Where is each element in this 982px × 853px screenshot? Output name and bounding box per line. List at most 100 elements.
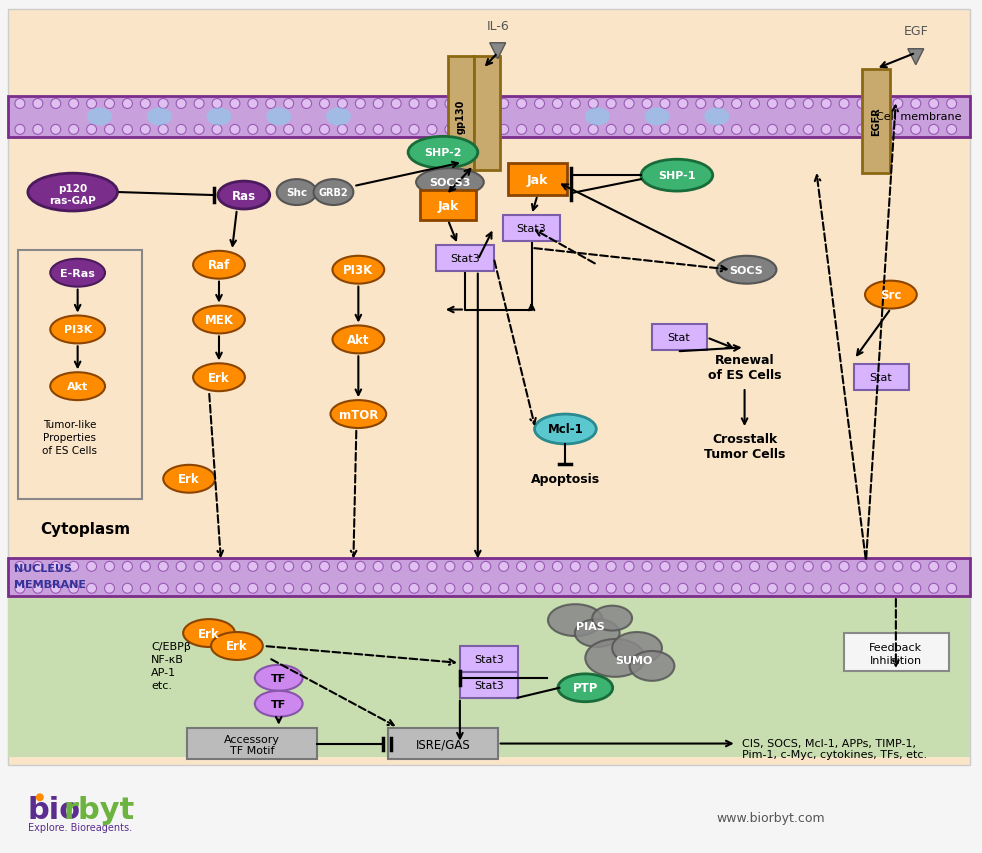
Circle shape (553, 125, 563, 135)
Circle shape (696, 562, 706, 572)
Circle shape (786, 100, 795, 109)
Circle shape (15, 562, 25, 572)
Circle shape (553, 100, 563, 109)
Circle shape (32, 562, 43, 572)
Circle shape (553, 583, 563, 594)
Text: Src: Src (880, 289, 901, 302)
Circle shape (606, 562, 616, 572)
Circle shape (338, 100, 348, 109)
Ellipse shape (644, 108, 670, 126)
Text: Stat3: Stat3 (517, 223, 546, 234)
Circle shape (625, 125, 634, 135)
Circle shape (571, 125, 580, 135)
Ellipse shape (87, 108, 112, 126)
Ellipse shape (147, 108, 172, 126)
Text: EGFR: EGFR (871, 107, 881, 136)
Circle shape (929, 125, 939, 135)
Ellipse shape (50, 316, 105, 344)
Circle shape (749, 562, 759, 572)
Circle shape (893, 100, 902, 109)
Circle shape (821, 100, 831, 109)
Circle shape (714, 125, 724, 135)
Circle shape (910, 100, 921, 109)
Ellipse shape (629, 651, 675, 681)
Circle shape (194, 125, 204, 135)
Text: gp130: gp130 (456, 99, 465, 133)
Circle shape (571, 583, 580, 594)
Circle shape (355, 125, 365, 135)
Circle shape (69, 583, 79, 594)
Circle shape (158, 562, 168, 572)
Text: SHP-2: SHP-2 (424, 148, 462, 158)
Circle shape (158, 125, 168, 135)
Text: Tumor Cells: Tumor Cells (704, 448, 786, 461)
Text: Stat: Stat (870, 373, 893, 383)
Circle shape (606, 125, 616, 135)
Circle shape (32, 100, 43, 109)
Circle shape (857, 125, 867, 135)
Text: Stat: Stat (668, 333, 690, 343)
Circle shape (642, 562, 652, 572)
Text: GRB2: GRB2 (318, 188, 349, 198)
Ellipse shape (641, 160, 713, 192)
Circle shape (857, 100, 867, 109)
Text: SUMO: SUMO (616, 655, 653, 665)
Text: Erk: Erk (226, 640, 247, 653)
Text: ISRE/GAS: ISRE/GAS (415, 737, 470, 750)
Text: Erk: Erk (208, 371, 230, 384)
Text: Accessory: Accessory (224, 734, 280, 744)
Bar (503, 216, 561, 241)
Bar (8, 96, 969, 138)
Circle shape (714, 583, 724, 594)
Circle shape (517, 562, 526, 572)
Text: Erk: Erk (179, 473, 200, 485)
Circle shape (319, 100, 330, 109)
Text: Renewal: Renewal (715, 353, 775, 367)
Text: Tumor-like: Tumor-like (43, 420, 96, 430)
Circle shape (803, 100, 813, 109)
Ellipse shape (254, 665, 302, 691)
Text: Stat3: Stat3 (474, 654, 504, 664)
Circle shape (212, 125, 222, 135)
Circle shape (409, 562, 419, 572)
Circle shape (893, 583, 902, 594)
Circle shape (51, 100, 61, 109)
Text: Jak: Jak (437, 200, 459, 212)
Circle shape (875, 583, 885, 594)
Circle shape (929, 583, 939, 594)
Circle shape (660, 562, 670, 572)
Circle shape (749, 125, 759, 135)
Text: Akt: Akt (347, 334, 369, 346)
Text: Erk: Erk (198, 627, 220, 640)
Circle shape (840, 125, 849, 135)
Ellipse shape (27, 174, 118, 212)
Text: AP-1: AP-1 (151, 667, 177, 677)
Circle shape (123, 583, 133, 594)
Circle shape (893, 125, 902, 135)
Circle shape (660, 100, 670, 109)
Circle shape (140, 562, 150, 572)
Text: Jak: Jak (526, 173, 548, 187)
Text: rbyt: rbyt (64, 795, 135, 824)
Circle shape (445, 100, 455, 109)
Circle shape (875, 100, 885, 109)
Bar (854, 365, 908, 391)
Circle shape (786, 583, 795, 594)
Ellipse shape (193, 364, 245, 392)
Circle shape (821, 583, 831, 594)
Text: Stat3: Stat3 (474, 680, 504, 690)
Circle shape (642, 100, 652, 109)
Circle shape (499, 562, 509, 572)
Text: Akt: Akt (67, 382, 88, 392)
Ellipse shape (218, 182, 270, 210)
Circle shape (517, 100, 526, 109)
Circle shape (840, 100, 849, 109)
Circle shape (176, 583, 187, 594)
Text: C/EBPβ: C/EBPβ (151, 641, 191, 651)
Circle shape (391, 100, 402, 109)
Circle shape (499, 125, 509, 135)
Circle shape (104, 562, 115, 572)
Circle shape (266, 583, 276, 594)
Text: E-Ras: E-Ras (60, 269, 95, 278)
Bar (0, 783, 977, 851)
